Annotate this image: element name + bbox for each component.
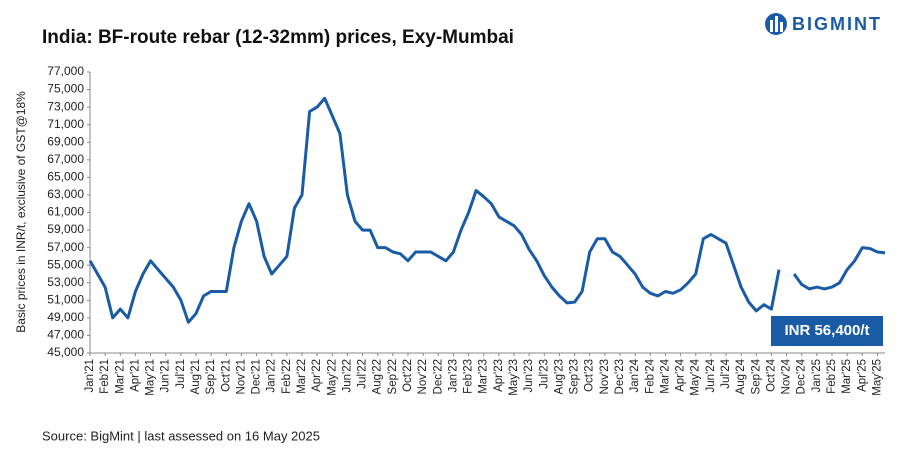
y-axis-label: Basic prices in INR/t, exclusive of GST@… xyxy=(14,91,28,333)
y-tick-label: 59,000 xyxy=(47,222,84,236)
x-tick-label: Mar'21 xyxy=(114,359,126,394)
logo-icon-bar xyxy=(770,20,773,32)
y-tick-label: 67,000 xyxy=(47,152,84,166)
annotation: INR 56,400/t xyxy=(784,322,869,339)
x-tick-label: Nov'21 xyxy=(235,359,247,394)
x-tick-label: Oct'21 xyxy=(220,359,232,392)
x-tick-label: Jun'24 xyxy=(705,358,717,392)
x-tick-label: Sep'23 xyxy=(569,359,581,394)
logo-icon-bar xyxy=(780,22,783,32)
x-tick-label: Mar'24 xyxy=(659,358,671,393)
x-tick-label: Jun'23 xyxy=(523,359,535,393)
y-tick-label: 73,000 xyxy=(47,99,84,113)
x-tick-label: May'24 xyxy=(690,358,702,395)
y-tick-label: 49,000 xyxy=(47,310,84,324)
y-tick-label: 51,000 xyxy=(47,292,84,306)
y-tick-label: 65,000 xyxy=(47,170,84,184)
x-tick-label: Feb'23 xyxy=(463,359,475,394)
x-tick-label: Nov'22 xyxy=(417,359,429,394)
annotation-box xyxy=(771,316,883,346)
x-tick-label: Apr'23 xyxy=(493,359,505,392)
x-tick-label: Mar'23 xyxy=(478,359,490,394)
x-tick-label: Oct'23 xyxy=(584,359,596,392)
x-tick-label: Feb'25 xyxy=(826,359,838,394)
x-tick-label: Dec'23 xyxy=(614,359,626,394)
x-tick-label: Jan'25 xyxy=(811,359,823,393)
x-tick-label: Apr'24 xyxy=(675,358,687,391)
x-tick-label: Aug'24 xyxy=(735,358,747,394)
x-tick-label: Oct'22 xyxy=(402,359,414,392)
x-tick-label: Jul'22 xyxy=(357,359,369,389)
logo-icon-bar xyxy=(775,16,778,32)
y-tick-label: 75,000 xyxy=(47,82,84,96)
x-tick-label: Aug'23 xyxy=(553,359,565,394)
x-tick-label: Jul'24 xyxy=(720,358,732,388)
x-tick-label: May'25 xyxy=(871,359,883,396)
x-tick-label: Jan'24 xyxy=(629,358,641,392)
x-tick-label: Dec'22 xyxy=(432,359,444,394)
x-tick-label: Apr'21 xyxy=(129,359,141,392)
chart-title: India: BF-route rebar (12-32mm) prices, … xyxy=(42,27,514,48)
x-tick-label: Dec'24 xyxy=(796,358,808,394)
y-tick-label: 63,000 xyxy=(47,187,84,201)
x-tick-label: Aug'21 xyxy=(190,359,202,394)
x-tick-label: Jan'22 xyxy=(266,359,278,393)
x-tick-label: Jun'22 xyxy=(341,359,353,393)
y-tick-label: 61,000 xyxy=(47,205,84,219)
x-tick-label: Jul'21 xyxy=(175,359,187,389)
y-tick-label: 71,000 xyxy=(47,117,84,131)
y-tick-label: 55,000 xyxy=(47,257,84,271)
y-tick-label: 53,000 xyxy=(47,275,84,289)
x-tick-label: Feb'24 xyxy=(644,358,656,393)
x-tick-label: Oct'24 xyxy=(765,358,777,391)
x-tick-label: Sep'22 xyxy=(387,359,399,394)
x-tick-label: Sep'21 xyxy=(205,359,217,394)
logo: BIGMINT xyxy=(765,13,882,35)
x-tick-label: Mar'25 xyxy=(841,359,853,394)
x-tick-label: Mar'22 xyxy=(296,359,308,394)
logo-text: BIGMINT xyxy=(792,14,882,34)
y-tick-label: 45,000 xyxy=(47,345,84,359)
y-tick-label: 47,000 xyxy=(47,328,84,342)
source: Source: BigMint | last assessed on 16 Ma… xyxy=(42,428,320,443)
x-tick-label: Jan'23 xyxy=(447,359,459,393)
x-tick-label: Apr'22 xyxy=(311,359,323,392)
x-tick-label: Nov'23 xyxy=(599,359,611,394)
x-tick-label: Apr'25 xyxy=(856,359,868,392)
y-tick-label: 77,000 xyxy=(47,64,84,78)
x-tick-label: Feb'21 xyxy=(99,359,111,394)
x-tick-label: Jul'23 xyxy=(538,359,550,389)
y-tick-label: 69,000 xyxy=(47,134,84,148)
x-tick-label: May'21 xyxy=(145,359,157,396)
line xyxy=(88,96,886,324)
y-tick-label: 57,000 xyxy=(47,240,84,254)
x-tick-label: May'22 xyxy=(326,359,338,396)
x-tick-label: Feb'22 xyxy=(281,359,293,394)
x-tick-label: May'23 xyxy=(508,359,520,396)
x-tick-label: Nov'24 xyxy=(781,358,793,394)
x-tick-label: Aug'22 xyxy=(372,359,384,394)
x-tick-label: Dec'21 xyxy=(251,359,263,394)
x-tick-label: Sep'24 xyxy=(750,358,762,394)
x-tick-label: Jan'21 xyxy=(84,359,96,393)
x-tick-label: Jun'21 xyxy=(160,359,172,393)
